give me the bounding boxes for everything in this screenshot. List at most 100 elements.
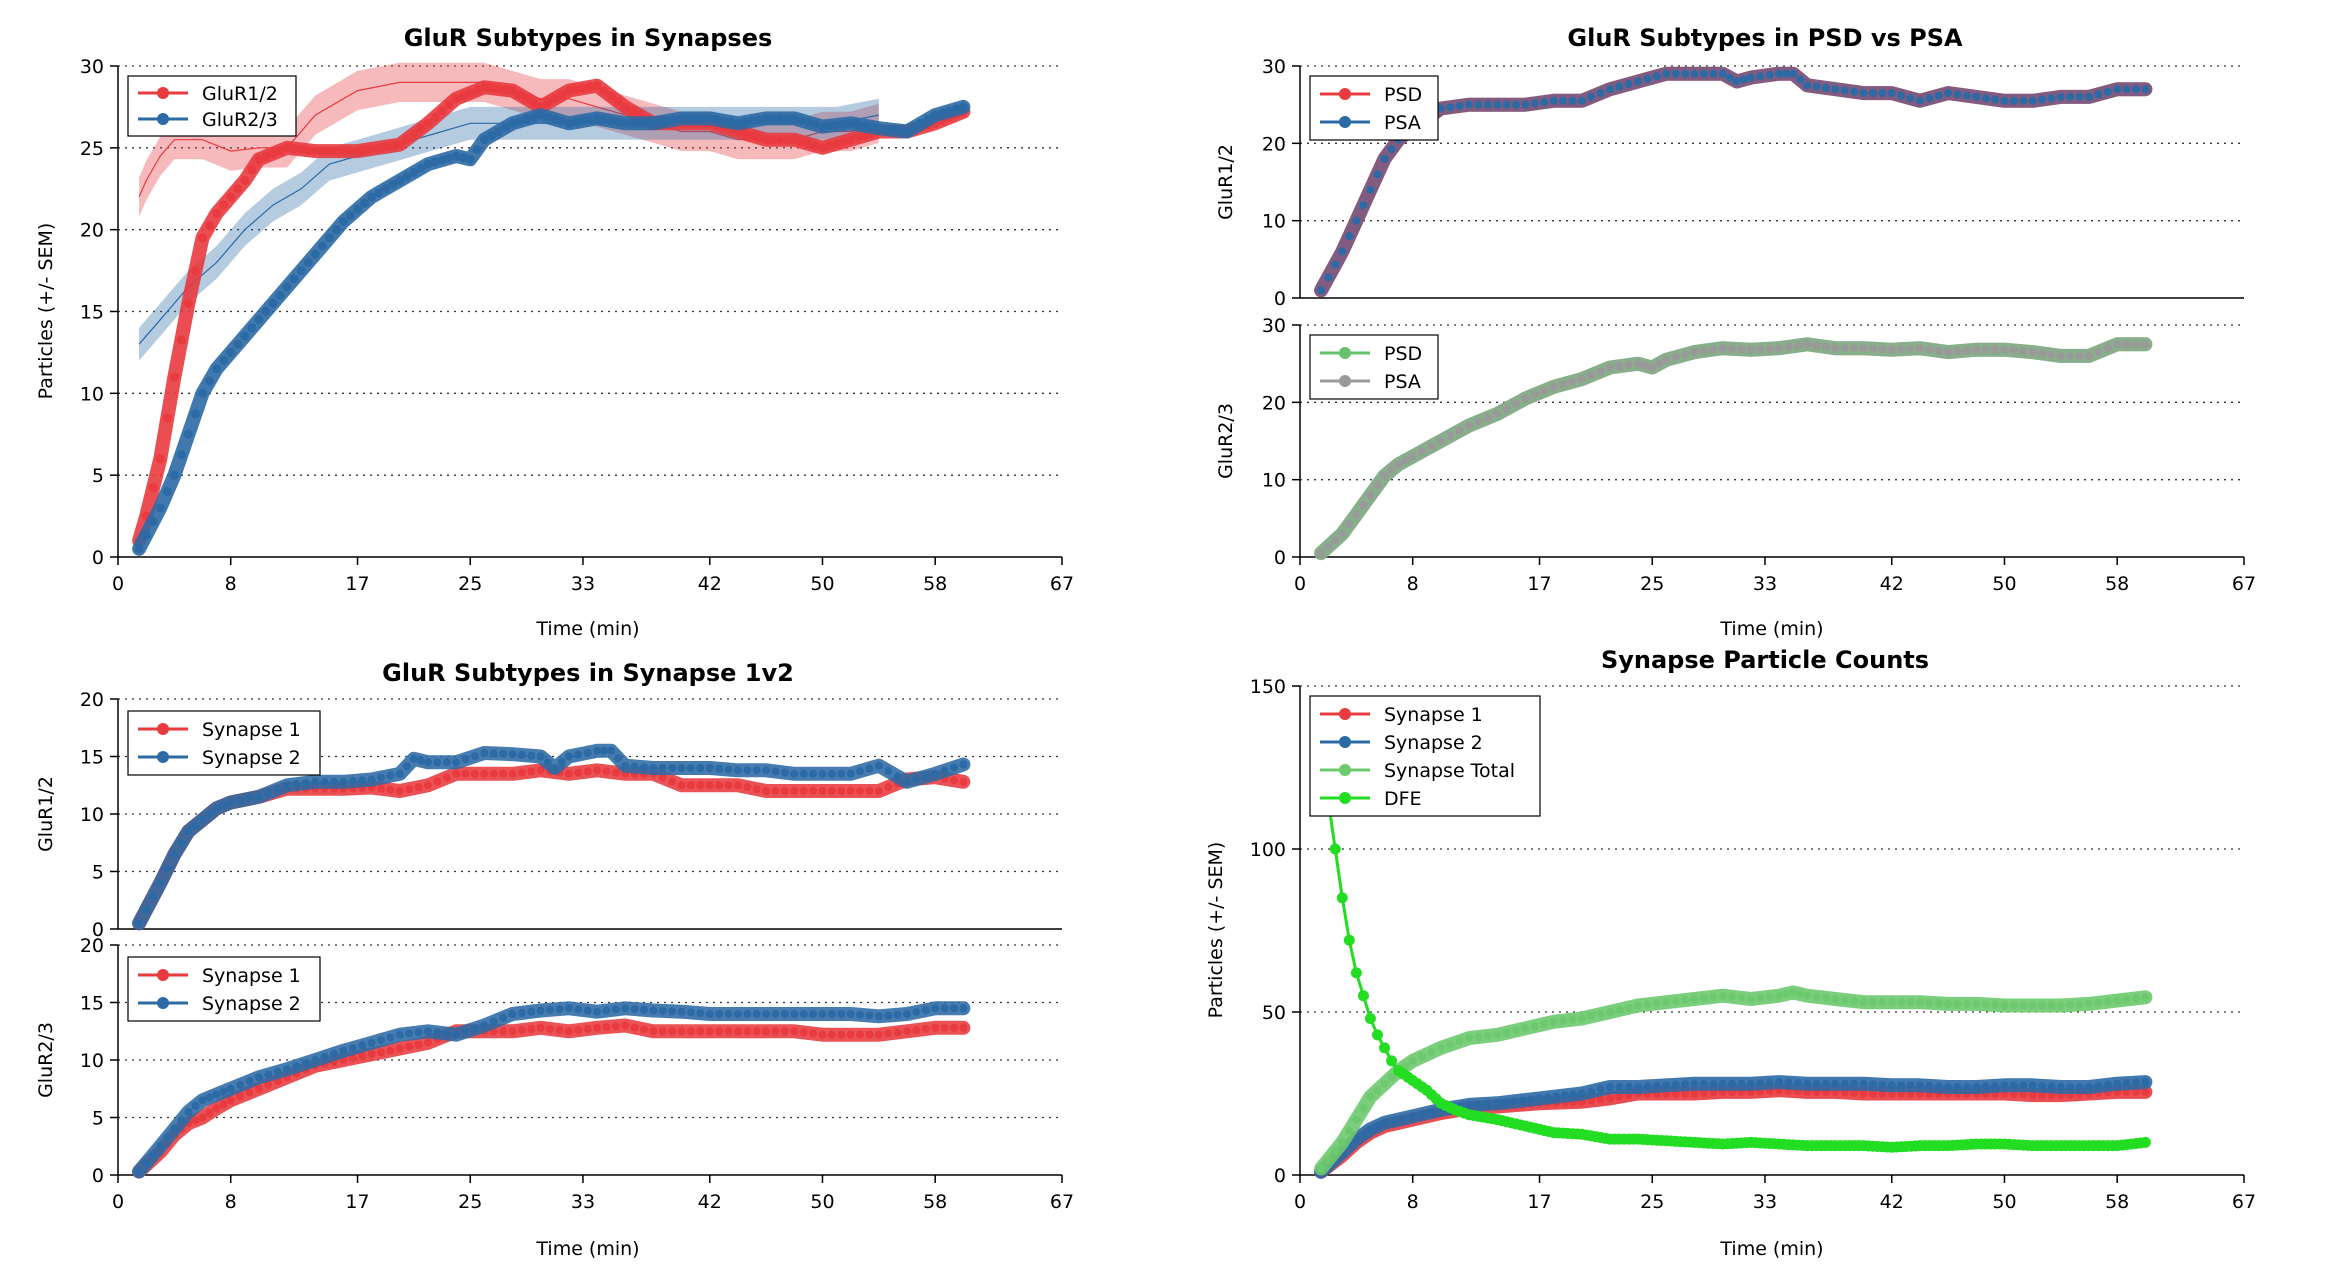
data-point	[414, 1040, 423, 1049]
data-point	[818, 769, 827, 778]
x-tick-label: 8	[225, 1191, 237, 1213]
data-point	[1502, 1028, 1511, 1037]
data-point	[712, 115, 722, 125]
data-point	[2141, 85, 2150, 94]
x-tick-label: 8	[1407, 1191, 1419, 1213]
data-point	[1387, 145, 1396, 154]
data-point	[1436, 437, 1445, 445]
y-tick-label: 5	[92, 1108, 104, 1130]
y-tick-label: 20	[80, 935, 104, 957]
data-point	[212, 1104, 221, 1113]
data-point	[1662, 998, 1671, 1007]
data-point	[2103, 1080, 2112, 1089]
data-point	[409, 754, 418, 763]
data-point	[273, 1067, 282, 1076]
data-point	[611, 1022, 620, 1031]
data-point	[557, 758, 566, 767]
data-point	[500, 122, 510, 132]
data-point	[1681, 1089, 1690, 1098]
data-point	[724, 1027, 733, 1036]
y-tick-label: 10	[1262, 211, 1286, 233]
data-point	[311, 1056, 320, 1064]
data-point	[1399, 1114, 1408, 1123]
x-tick-label: 8	[225, 573, 237, 595]
data-point	[219, 200, 229, 210]
data-point	[592, 81, 602, 91]
data-point	[148, 482, 158, 492]
data-point	[2056, 351, 2065, 360]
data-point	[515, 90, 525, 100]
data-point	[593, 766, 602, 775]
y-tick-label: 0	[1274, 288, 1286, 310]
data-point	[1535, 1094, 1544, 1103]
subplot-panel: 0 10 20 30 GluR1/2 PSD PSA	[1215, 56, 2244, 310]
x-tick-label: 67	[2232, 573, 2256, 595]
data-point	[780, 768, 789, 777]
data-point	[409, 167, 419, 177]
data-point	[912, 1026, 921, 1035]
data-point	[508, 118, 518, 128]
data-point	[1624, 1003, 1633, 1012]
data-point	[874, 761, 883, 770]
data-point	[1350, 967, 1362, 979]
data-point	[261, 307, 271, 316]
data-point	[762, 1027, 771, 1036]
data-point	[1796, 75, 1805, 84]
data-point	[867, 122, 877, 132]
data-point	[1878, 1080, 1887, 1089]
data-point	[903, 1027, 912, 1036]
data-point	[921, 772, 930, 781]
data-point	[1615, 1082, 1624, 1091]
data-point	[809, 769, 818, 778]
legend-swatch-marker	[157, 113, 169, 125]
data-point	[846, 1030, 855, 1039]
data-point	[874, 1030, 883, 1039]
data-point	[630, 1023, 639, 1032]
data-point	[754, 133, 764, 143]
data-point	[912, 775, 921, 784]
data-point	[268, 298, 278, 308]
data-point	[921, 1006, 930, 1015]
data-point	[1474, 100, 1483, 109]
data-point	[799, 787, 808, 795]
data-point	[865, 764, 874, 773]
data-point	[1569, 1090, 1578, 1099]
data-point	[402, 762, 411, 771]
data-point	[1615, 362, 1624, 371]
data-point	[1897, 998, 1906, 1007]
data-point	[593, 746, 602, 755]
data-point	[780, 787, 789, 795]
data-point	[1587, 371, 1596, 380]
data-point	[1408, 452, 1417, 461]
data-point	[1850, 1088, 1859, 1097]
data-point	[611, 768, 620, 777]
data-point	[937, 108, 947, 118]
data-point	[1739, 75, 1748, 84]
data-point	[135, 1167, 144, 1176]
data-point	[198, 1096, 207, 1105]
x-axis-label: Time (min)	[1719, 618, 1823, 640]
data-point	[1812, 82, 1821, 91]
data-point	[289, 274, 299, 284]
data-point	[479, 135, 489, 145]
data-point	[574, 750, 583, 759]
data-point	[1906, 94, 1915, 103]
data-point	[212, 364, 222, 374]
data-point	[1568, 377, 1577, 386]
data-point	[2113, 340, 2122, 349]
data-point	[1493, 100, 1502, 109]
data-point	[212, 804, 221, 813]
data-point	[1634, 77, 1643, 86]
data-point	[1380, 1079, 1389, 1088]
data-point	[386, 1046, 395, 1055]
data-point	[1394, 460, 1403, 469]
data-point	[522, 114, 532, 124]
data-point	[226, 1096, 235, 1105]
data-point	[571, 84, 581, 94]
data-point	[405, 1029, 414, 1038]
data-point	[1671, 353, 1680, 362]
data-point	[853, 133, 863, 143]
data-point	[1521, 1024, 1530, 1033]
data-point	[839, 119, 849, 129]
data-point	[1699, 1079, 1708, 1088]
